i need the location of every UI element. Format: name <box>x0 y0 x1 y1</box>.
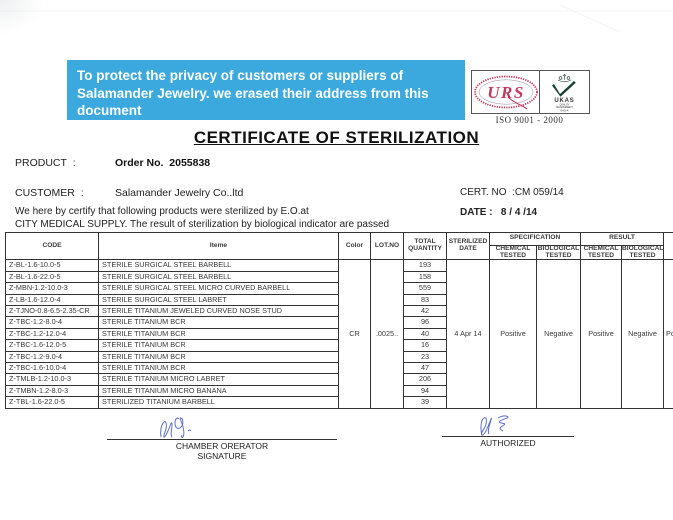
svg-text:URS: URS <box>487 83 525 102</box>
svg-text:UKAS: UKAS <box>554 98 574 104</box>
svg-text:043-A: 043-A <box>560 108 568 112</box>
